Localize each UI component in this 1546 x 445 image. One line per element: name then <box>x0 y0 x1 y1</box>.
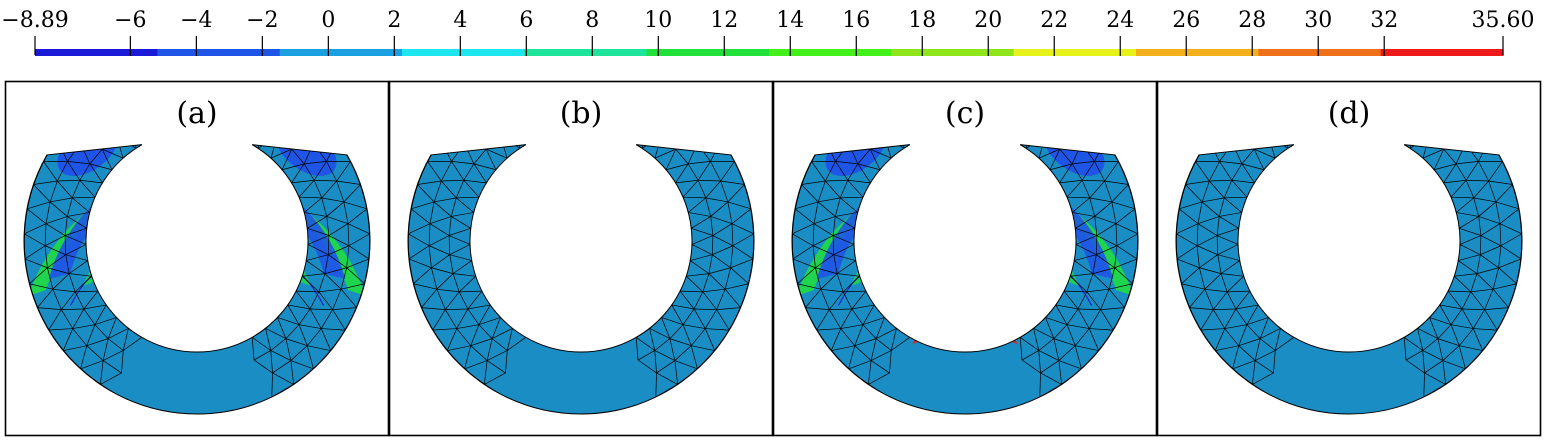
mesh-radial-edge <box>990 70 1002 72</box>
colorbar-tick-label: 26 <box>1172 8 1200 33</box>
panel-b: (b) <box>390 68 773 436</box>
colorbar-max-label: 35.60 <box>1472 8 1535 33</box>
mesh-diagonal-edge <box>544 70 556 72</box>
mesh-radial-edge <box>222 70 234 72</box>
colorbar-tick-label: 18 <box>908 8 936 33</box>
mesh-diagonal-edge <box>1002 72 1014 75</box>
colorbar-segment <box>647 49 770 56</box>
mesh-diagonal-edge <box>1287 75 1299 79</box>
mesh-radial-edge <box>247 75 259 79</box>
colorbar-tick-label: 12 <box>710 8 738 33</box>
mesh-diagonal-edge <box>234 72 246 75</box>
colorbar-segment <box>1381 49 1504 56</box>
mesh-radial-edge <box>1399 75 1411 79</box>
colorbar-segments <box>35 49 1504 56</box>
colorbar-tick-label: 24 <box>1106 8 1134 33</box>
panel-label: (b) <box>560 96 603 131</box>
mesh-radial-edge <box>1324 68 1337 69</box>
colorbar-segment <box>1258 49 1381 56</box>
colorbar-tick-label: 10 <box>644 8 672 33</box>
mesh-radial-edge <box>915 72 927 75</box>
mesh-radial-edge <box>172 68 185 69</box>
colorbar-tick-label: 32 <box>1370 8 1398 33</box>
panels: (a) (b) (c) (d) <box>6 68 1541 436</box>
colorbar-segment <box>769 49 892 56</box>
colorbar-tick-label: −2 <box>246 8 278 33</box>
mesh-diagonal-edge <box>618 72 630 75</box>
panel-d: (d) <box>1158 68 1541 436</box>
mesh-diagonal-edge <box>1312 70 1324 72</box>
mesh-diagonal-edge <box>1362 68 1375 69</box>
mesh-radial-edge <box>606 70 618 72</box>
colorbar-segment <box>524 49 647 56</box>
colorbar-tick-label: 16 <box>842 8 870 33</box>
mesh-diagonal-edge <box>903 75 915 79</box>
colorbar-min-label: −8.89 <box>1 8 68 33</box>
mesh-diagonal-edge <box>519 75 531 79</box>
mesh-radial-edge <box>1299 72 1311 75</box>
mesh-diagonal-edge <box>978 68 991 69</box>
colorbar-tick-label: 20 <box>974 8 1002 33</box>
colorbar-segment <box>280 49 403 56</box>
panel-label: (d) <box>1328 96 1371 131</box>
mesh-diagonal-edge <box>594 68 607 69</box>
colorbar-segment <box>1014 49 1137 56</box>
colorbar-tick-label: 2 <box>387 8 401 33</box>
colorbar-segment <box>402 49 525 56</box>
panel-a: (a) <box>6 68 389 436</box>
mesh-diagonal-edge <box>1386 72 1398 75</box>
mesh-radial-edge <box>147 72 159 75</box>
panel-label: (c) <box>945 96 985 131</box>
colorbar-tick-label: 28 <box>1238 8 1266 33</box>
mesh-diagonal-edge <box>160 70 172 72</box>
colorbar-tick-label: 8 <box>585 8 599 33</box>
colorbar-tick-label: −4 <box>180 8 212 33</box>
colorbar-segment <box>35 49 158 56</box>
colorbar-segment <box>891 49 1014 56</box>
colorbar-tick-label: 6 <box>519 8 533 33</box>
colorbar-tick-label: 4 <box>453 8 467 33</box>
colorbar-tick-label: 0 <box>321 8 335 33</box>
mesh-diagonal-edge <box>135 75 147 79</box>
mesh-radial-edge <box>531 72 543 75</box>
mesh-radial-edge <box>1374 70 1386 72</box>
colorbar-tick-label: 22 <box>1040 8 1068 33</box>
colorbar-tick-label: −6 <box>114 8 146 33</box>
mesh-radial-edge <box>631 75 643 79</box>
colorbar-segment <box>1136 49 1259 56</box>
mesh-radial-edge <box>556 68 569 69</box>
panel-c: (c) <box>774 68 1157 436</box>
colorbar-tick-label: 14 <box>776 8 804 33</box>
mesh-radial-edge <box>940 68 953 69</box>
mesh-diagonal-edge <box>210 68 223 69</box>
colorbar-tick-label: 30 <box>1304 8 1332 33</box>
panel-label: (a) <box>176 96 217 131</box>
mesh-radial-edge <box>1015 75 1027 79</box>
mesh-diagonal-edge <box>928 70 940 72</box>
